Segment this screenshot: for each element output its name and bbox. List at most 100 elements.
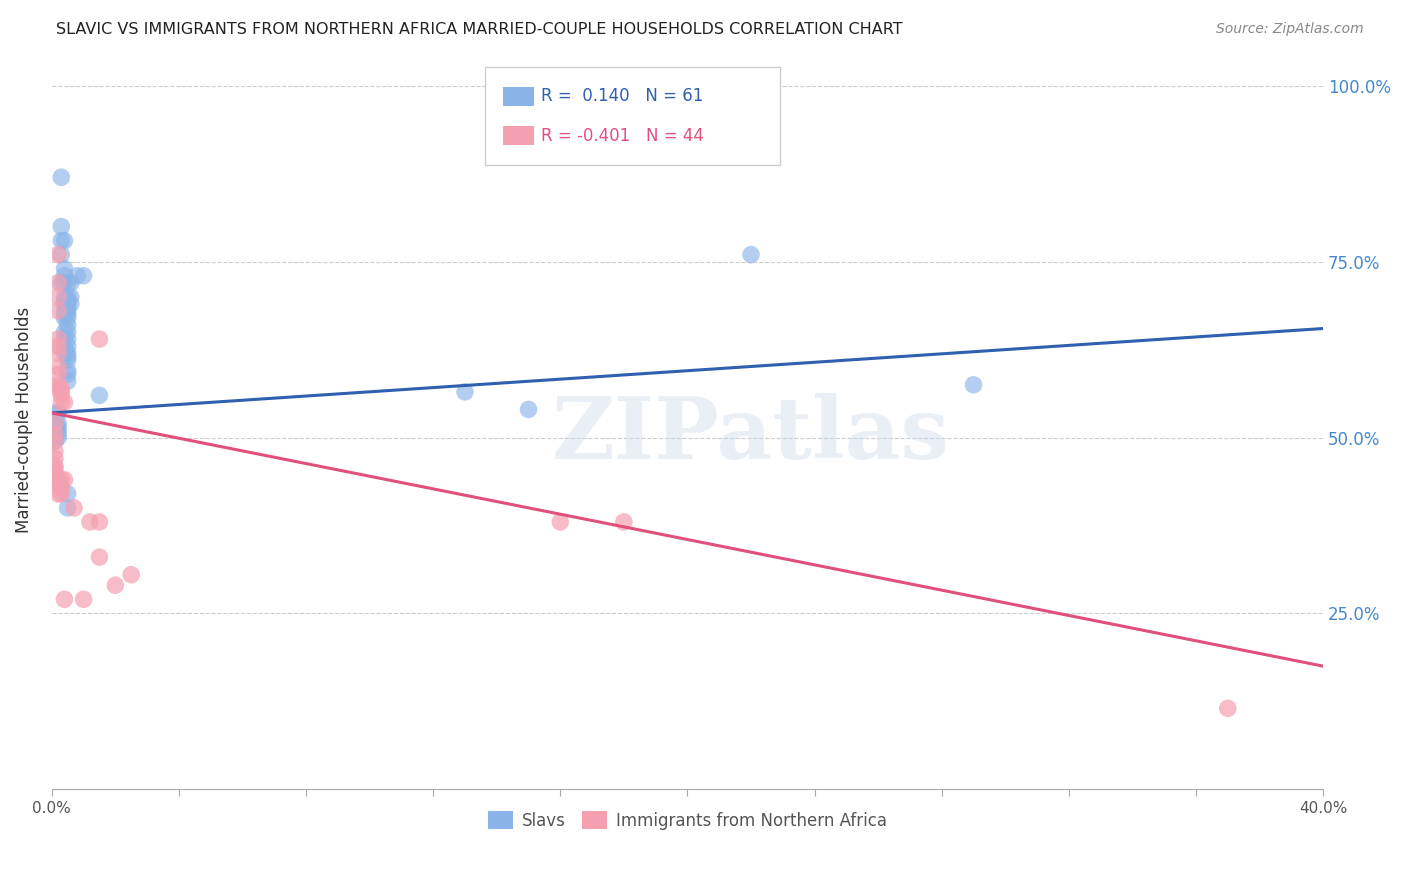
Point <box>56 293 79 308</box>
Point <box>53 234 76 248</box>
Point <box>120 567 142 582</box>
Point <box>53 332 76 346</box>
Point <box>56 364 79 378</box>
Point <box>44 451 66 466</box>
Point <box>53 308 76 322</box>
Point <box>517 402 540 417</box>
Point <box>72 592 94 607</box>
Point <box>53 473 76 487</box>
Point <box>46 360 69 375</box>
Point <box>56 353 79 368</box>
Point <box>51 480 73 494</box>
Point <box>56 368 79 382</box>
Point <box>53 310 76 325</box>
Point <box>44 473 66 487</box>
Point <box>46 424 69 438</box>
Point <box>46 304 69 318</box>
Point <box>53 346 76 360</box>
Point <box>56 346 79 360</box>
Point <box>56 318 79 332</box>
Point <box>63 500 86 515</box>
Point <box>44 431 66 445</box>
Point <box>56 301 79 315</box>
Point <box>53 325 76 339</box>
Point <box>46 406 69 420</box>
Point <box>1216 701 1239 715</box>
Point <box>89 388 111 402</box>
Point <box>46 473 69 487</box>
Point <box>46 427 69 442</box>
Point <box>46 290 69 304</box>
Point <box>46 381 69 395</box>
Point <box>56 325 79 339</box>
Point <box>51 276 73 290</box>
Point <box>44 427 66 442</box>
Point <box>56 374 79 388</box>
Point <box>53 261 76 276</box>
Point <box>46 332 69 346</box>
Point <box>53 276 76 290</box>
Point <box>56 310 79 325</box>
Point <box>44 417 66 431</box>
Point <box>56 339 79 353</box>
Point <box>740 247 762 261</box>
Point <box>53 268 76 283</box>
Point <box>51 388 73 402</box>
Point <box>66 268 89 283</box>
Text: ZIPatlas: ZIPatlas <box>553 392 950 476</box>
Text: SLAVIC VS IMMIGRANTS FROM NORTHERN AFRICA MARRIED-COUPLE HOUSEHOLDS CORRELATION : SLAVIC VS IMMIGRANTS FROM NORTHERN AFRIC… <box>56 22 903 37</box>
Point <box>46 339 69 353</box>
Point <box>46 480 69 494</box>
Point <box>53 290 76 304</box>
Text: Source: ZipAtlas.com: Source: ZipAtlas.com <box>1216 22 1364 37</box>
Point <box>79 515 101 529</box>
Point <box>46 346 69 360</box>
Point <box>454 384 477 399</box>
Point <box>56 297 79 311</box>
Point <box>51 473 73 487</box>
Point <box>89 515 111 529</box>
Point <box>53 592 76 607</box>
Point <box>53 297 76 311</box>
Point <box>51 381 73 395</box>
Point <box>46 420 69 434</box>
Point <box>59 297 82 311</box>
Point <box>44 466 66 480</box>
Point <box>53 304 76 318</box>
Point <box>51 234 73 248</box>
Point <box>46 487 69 501</box>
Point <box>44 434 66 448</box>
Point <box>56 487 79 501</box>
Point <box>104 578 127 592</box>
Point <box>962 377 984 392</box>
Point <box>46 276 69 290</box>
Point <box>72 268 94 283</box>
Text: R =  0.140   N = 61: R = 0.140 N = 61 <box>541 87 703 105</box>
Point <box>59 276 82 290</box>
Point <box>46 417 69 431</box>
Point <box>46 368 69 382</box>
Point <box>44 462 66 476</box>
Point <box>44 434 66 448</box>
Point <box>89 550 111 565</box>
Point <box>51 487 73 501</box>
Point <box>53 395 76 409</box>
Point <box>46 247 69 261</box>
Point <box>56 276 79 290</box>
Point <box>44 444 66 458</box>
Point <box>550 515 572 529</box>
Point <box>89 332 111 346</box>
Point <box>44 417 66 431</box>
Legend: Slavs, Immigrants from Northern Africa: Slavs, Immigrants from Northern Africa <box>482 805 893 837</box>
Point <box>44 424 66 438</box>
Point <box>46 431 69 445</box>
Point <box>44 427 66 442</box>
Point <box>56 290 79 304</box>
Text: R = -0.401   N = 44: R = -0.401 N = 44 <box>541 127 704 145</box>
Point <box>56 304 79 318</box>
Y-axis label: Married-couple Households: Married-couple Households <box>15 307 32 533</box>
Point <box>56 308 79 322</box>
Point <box>44 406 66 420</box>
Point <box>51 395 73 409</box>
Point <box>59 290 82 304</box>
